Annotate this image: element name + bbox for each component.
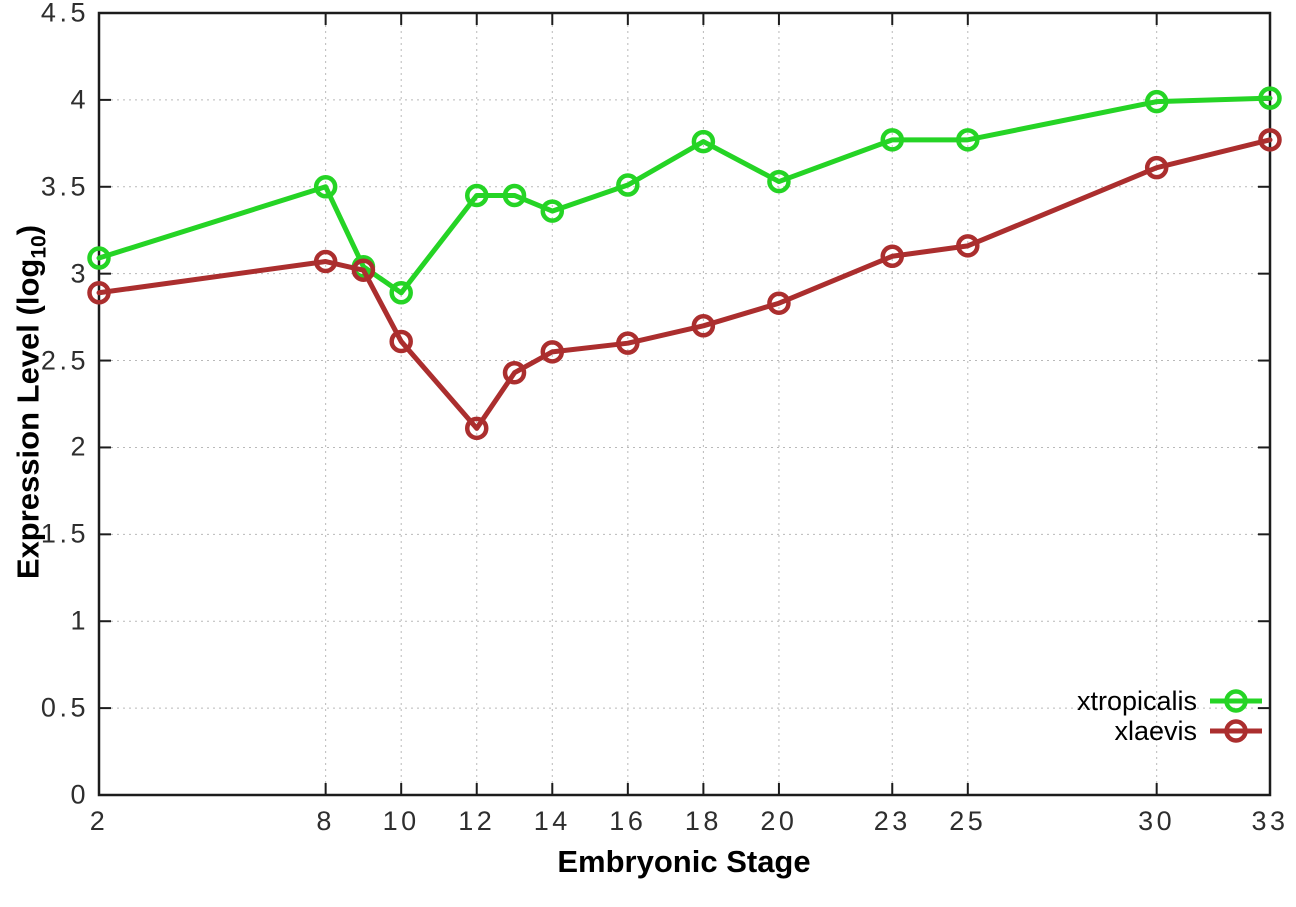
data-point-xtropicalis — [87, 246, 111, 270]
y-tick-label: 3 — [70, 258, 89, 289]
data-point-xtropicalis — [1144, 89, 1169, 114]
x-tick-label: 2 — [89, 806, 109, 836]
data-point-xlaevis — [351, 258, 376, 282]
series-line-xlaevis — [96, 137, 1273, 431]
data-point-xlaevis — [956, 234, 980, 258]
data-point-xlaevis — [1258, 128, 1282, 152]
data-point-xtropicalis — [691, 129, 716, 154]
legend-sample-line-icon — [1210, 689, 1262, 713]
data-point-xtropicalis — [313, 175, 338, 199]
plot-border — [97, 11, 1272, 797]
data-point-xlaevis — [87, 281, 111, 305]
data-point-xtropicalis — [389, 281, 413, 305]
y-tick-label: 2 — [70, 431, 89, 462]
y-tick-label: 0 — [70, 779, 89, 810]
data-point-xlaevis — [616, 331, 640, 355]
x-tick-label: 16 — [609, 806, 647, 836]
data-point-xlaevis — [502, 360, 527, 385]
data-point-xtropicalis — [1258, 86, 1282, 110]
x-tick-label: 20 — [760, 806, 798, 836]
data-point-xlaevis — [767, 291, 791, 315]
data-point-xtropicalis — [956, 128, 980, 152]
y-tick-label: 2.5 — [40, 345, 89, 376]
data-point-xtropicalis — [880, 128, 905, 152]
y-tick-label: 3.5 — [40, 171, 89, 202]
data-point-xtropicalis — [464, 183, 489, 208]
y-tick-label: 4.5 — [40, 0, 89, 28]
legend-item-xtropicalis: xtropicalis — [1077, 686, 1263, 716]
legend-label-xtropicalis: xtropicalis — [1076, 685, 1197, 716]
y-axis-title-close: ) — [10, 224, 46, 236]
data-point-xlaevis — [540, 340, 565, 364]
y-tick-label: 1 — [70, 605, 89, 636]
x-tick-label: 14 — [533, 806, 571, 836]
y-tick-label: 4 — [70, 84, 89, 115]
x-tick-label: 33 — [1251, 806, 1289, 836]
data-point-xtropicalis — [616, 173, 640, 197]
legend-item-xlaevis: xlaevis — [1077, 716, 1263, 746]
x-tick-label: 30 — [1138, 806, 1176, 836]
x-tick-label: 8 — [316, 806, 335, 836]
x-tick-label: 18 — [684, 806, 722, 836]
y-axis-title-subscript: 10 — [27, 235, 51, 259]
legend-sample-line-icon — [1210, 719, 1262, 743]
data-point-xlaevis — [389, 329, 413, 354]
data-point-xtropicalis — [502, 183, 527, 208]
x-tick-label: 12 — [458, 806, 496, 836]
data-point-xtropicalis — [767, 169, 791, 194]
data-point-xlaevis — [1144, 155, 1169, 180]
x-axis-title: Embryonic Stage — [557, 844, 811, 879]
y-tick-label: 0.5 — [40, 692, 89, 723]
data-point-xtropicalis — [540, 199, 565, 223]
y-tick-label: 1.5 — [40, 518, 89, 549]
x-tick-label: 23 — [873, 806, 911, 836]
x-tick-label: 25 — [949, 806, 987, 836]
legend-label-xlaevis: xlaevis — [1114, 715, 1197, 746]
data-point-xlaevis — [313, 249, 338, 274]
data-point-xlaevis — [880, 244, 905, 269]
data-point-xlaevis — [691, 314, 716, 338]
legend: xtropicalis xlaevis — [1077, 686, 1263, 746]
data-point-xlaevis — [464, 416, 489, 441]
x-tick-label: 10 — [382, 806, 420, 836]
